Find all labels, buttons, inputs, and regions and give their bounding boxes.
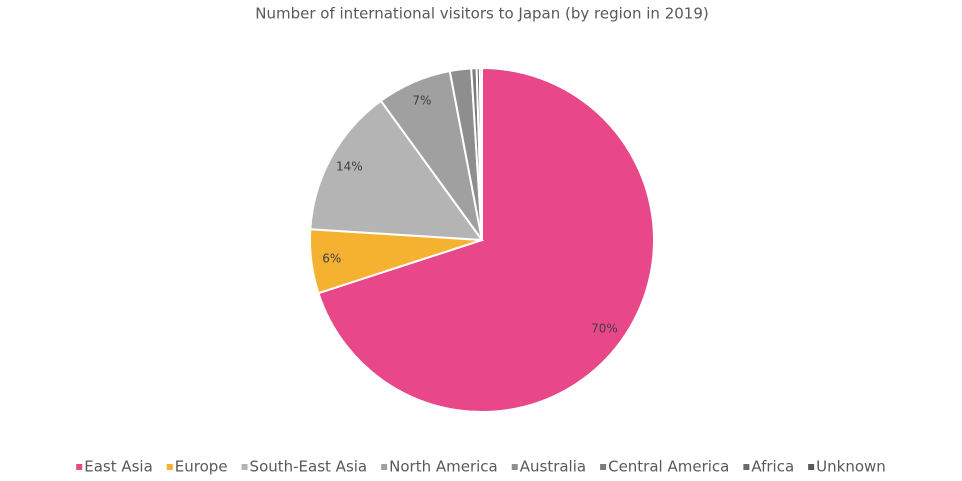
pie: 70% 6% 14% 7% [309, 66, 655, 413]
legend-swatch [743, 464, 750, 470]
pie-slice [317, 66, 655, 413]
data-label: 7% [412, 94, 431, 108]
legend-swatch [166, 464, 173, 470]
legend-swatch [381, 464, 388, 470]
legend-swatch [511, 464, 518, 470]
legend-label: South-East Asia [250, 458, 368, 476]
legend-label: Europe [175, 458, 228, 476]
legend-label: Unknown [816, 458, 886, 476]
legend-label: North America [389, 458, 498, 476]
chart-title: Number of international visitors to Japa… [255, 5, 708, 23]
legend-label: Central America [608, 458, 729, 476]
legend-label: Australia [520, 458, 586, 476]
data-label: 14% [336, 160, 363, 174]
legend-label: East Asia [84, 458, 153, 476]
legend-label: Africa [751, 458, 794, 476]
legend-swatch [76, 464, 83, 470]
legend-swatch [808, 464, 815, 470]
data-label: 70% [591, 321, 618, 335]
legend: East Asia Europe South-East Asia North Amer… [76, 458, 886, 476]
legend-swatch [241, 464, 248, 470]
data-label: 6% [322, 251, 341, 265]
pie-slice [478, 66, 483, 241]
legend-swatch [600, 464, 607, 470]
pie-slice [309, 99, 485, 242]
